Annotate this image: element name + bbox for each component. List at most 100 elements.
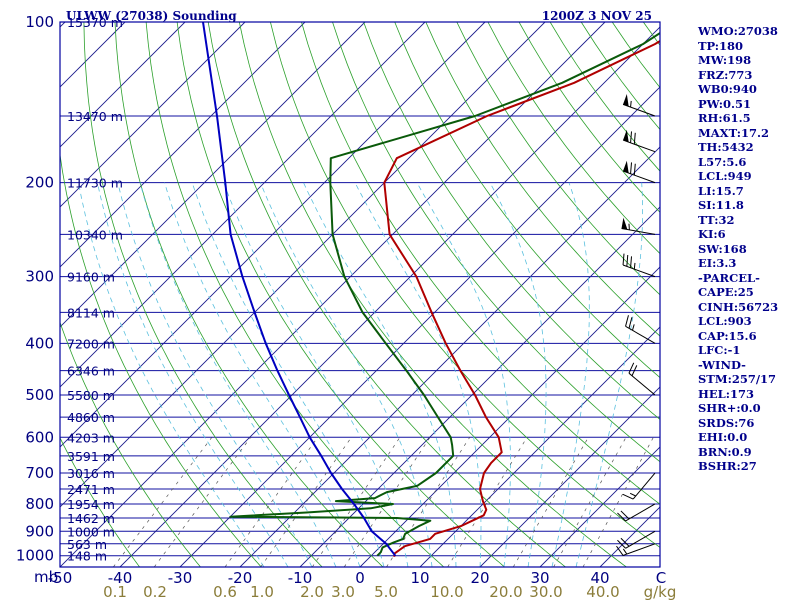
pressure-tick-label: 100 bbox=[25, 13, 54, 31]
panel-item: EI:3.3 bbox=[698, 256, 737, 270]
temperature-tick-label: -20 bbox=[228, 569, 253, 587]
moist-adiabat bbox=[78, 182, 265, 567]
panel-item: CINH:56723 bbox=[698, 299, 779, 314]
panel-item: RH:61.5 bbox=[698, 111, 751, 125]
moist-adiabat bbox=[354, 182, 482, 567]
height-label: 3591 m bbox=[67, 449, 115, 464]
mixing-ratio-label: 40.0 bbox=[586, 583, 619, 600]
temperature-tick-label: 0 bbox=[355, 569, 365, 587]
panel-item: TP:180 bbox=[698, 38, 744, 53]
temperature-profile bbox=[383, 39, 660, 557]
isotherm bbox=[539, 446, 660, 567]
temperature-tick-label: 20 bbox=[470, 569, 489, 587]
height-label: 5580 m bbox=[67, 388, 115, 403]
height-label: 7200 m bbox=[67, 336, 115, 351]
panel-item: KI:6 bbox=[698, 227, 726, 241]
wind-barb bbox=[617, 530, 656, 549]
wind-barb bbox=[628, 362, 656, 396]
dry-adiabat bbox=[60, 321, 201, 567]
height-label: 8114 m bbox=[67, 305, 115, 320]
isotherm bbox=[359, 266, 660, 567]
moist-adiabat bbox=[164, 182, 361, 567]
panel-item: TH:5432 bbox=[698, 140, 754, 154]
dry-adiabat bbox=[145, 22, 445, 567]
wind-barb bbox=[622, 160, 656, 184]
moist-adiabat bbox=[489, 182, 547, 567]
sounding-time: 1200Z 3 NOV 25 bbox=[542, 9, 652, 23]
panel-item: PW:0.51 bbox=[698, 96, 752, 111]
pressure-tick-label: 1000 bbox=[16, 547, 54, 565]
temperature-tick-label: 30 bbox=[530, 569, 549, 587]
mixing-ratio-label: 3.0 bbox=[331, 583, 355, 600]
mixing-ratio-line bbox=[311, 437, 401, 567]
isotherm bbox=[60, 22, 66, 28]
wind-barb bbox=[617, 503, 656, 522]
dry-adiabat bbox=[270, 22, 660, 548]
dry-adiabat bbox=[60, 151, 262, 567]
panel-item: MAXT:17.2 bbox=[698, 125, 769, 140]
mixing-ratio-line bbox=[447, 437, 528, 567]
pressure-tick-label: 400 bbox=[25, 334, 54, 352]
panel-item: STM:257/17 bbox=[698, 372, 777, 386]
mixing-ratio-label: 0.1 bbox=[103, 583, 127, 600]
panel-item: BRN:0.9 bbox=[698, 444, 752, 459]
plot-frame bbox=[59, 21, 661, 568]
isotherm bbox=[60, 22, 426, 388]
temperature-unit-label: C bbox=[656, 569, 666, 587]
pressure-tick-label: 700 bbox=[25, 464, 54, 482]
height-label: 563 m bbox=[67, 537, 107, 552]
isotherm bbox=[60, 22, 306, 268]
moist-adiabat bbox=[416, 182, 511, 567]
mixing-ratio-line bbox=[386, 437, 471, 567]
panel-item: L57:5.6 bbox=[698, 154, 747, 169]
panel-item: CAPE:25 bbox=[698, 285, 754, 299]
mixing-ratio-line bbox=[553, 437, 627, 567]
mixing-ratio-label: 0.6 bbox=[213, 583, 237, 600]
pressure-tick-label: 800 bbox=[25, 495, 54, 513]
pressure-unit-label: mb bbox=[34, 568, 58, 586]
moist-adiabat bbox=[223, 182, 409, 567]
wind-barb bbox=[621, 217, 656, 235]
pressure-tick-label: 300 bbox=[25, 268, 54, 286]
pressure-tick-label: 900 bbox=[25, 522, 54, 540]
height-label: 15370 m bbox=[67, 15, 123, 30]
dewpoint-profile bbox=[229, 31, 660, 557]
panel-item: LFC:-1 bbox=[698, 343, 741, 357]
dry-adiabat bbox=[114, 22, 384, 567]
mixing-ratio-label: 10.0 bbox=[430, 583, 463, 600]
moist-adiabat bbox=[551, 182, 590, 567]
height-label: 9160 m bbox=[67, 270, 115, 285]
panel-item: -WIND- bbox=[698, 357, 746, 372]
panel-item: SRDS:76 bbox=[698, 415, 755, 430]
panel-item: LCL:949 bbox=[698, 169, 752, 183]
mixing-ratio-line bbox=[343, 437, 431, 567]
dry-adiabat bbox=[238, 22, 627, 567]
dry-adiabat bbox=[425, 22, 660, 337]
dry-adiabat bbox=[60, 436, 140, 567]
parcel-profile bbox=[202, 22, 397, 557]
mixing-ratio-label: 20.0 bbox=[489, 583, 522, 600]
panel-item: SI:11.8 bbox=[698, 198, 744, 212]
mixing-ratio-line bbox=[260, 437, 352, 567]
mixing-ratio-line bbox=[582, 437, 654, 567]
wind-barb bbox=[622, 129, 656, 153]
height-label: 11730 m bbox=[67, 176, 123, 191]
moist-adiabat bbox=[303, 182, 457, 567]
mixing-ratio-line bbox=[512, 437, 589, 567]
wind-barb bbox=[622, 94, 656, 117]
isotherm bbox=[119, 26, 660, 567]
isotherm bbox=[60, 22, 486, 448]
temperature-tick-label: -50 bbox=[48, 569, 73, 587]
height-label: 4860 m bbox=[67, 410, 115, 425]
wind-barb bbox=[622, 253, 656, 278]
mixing-ratio-label: 1.0 bbox=[250, 583, 274, 600]
isotherm bbox=[60, 22, 606, 567]
panel-item: FRZ:773 bbox=[698, 67, 753, 82]
moist-adiabat bbox=[117, 182, 313, 567]
pressure-tick-label: 200 bbox=[25, 174, 54, 192]
mixing-ratio-unit: g/kg bbox=[644, 583, 677, 600]
height-label: 2471 m bbox=[67, 482, 115, 497]
isotherm bbox=[239, 146, 660, 567]
temperature-tick-label: 40 bbox=[590, 569, 609, 587]
